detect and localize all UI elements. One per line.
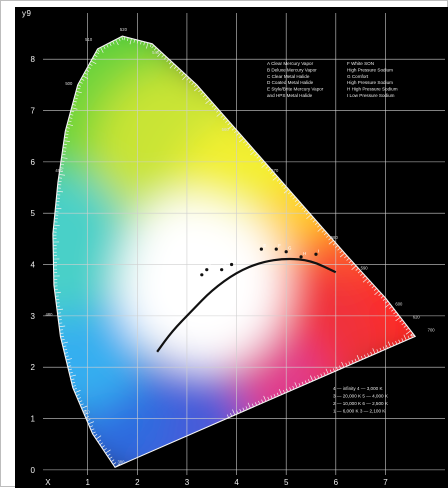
- x-tick-label: X: [45, 478, 51, 487]
- x-tick-label: 2: [135, 478, 140, 487]
- lamp-point-label: I: [318, 248, 319, 253]
- wavelength-label: 580: [331, 235, 339, 240]
- wavelength-label: 480: [45, 312, 53, 317]
- lamp-point-label: E: [263, 243, 266, 248]
- temperature-key: 4 — infinity 4 — 3,000 K 3 — 20,000 K 5 —…: [333, 386, 389, 414]
- y-tick-label: 6: [31, 158, 36, 167]
- x-tick-label: 7: [383, 478, 388, 487]
- x-tick-label: 4: [234, 478, 239, 487]
- wavelength-label: 590: [361, 266, 369, 271]
- temperature-key-entry: 2 — 10,000 K 6 — 2,500 K: [333, 401, 389, 406]
- legend-entry: G Comfort: [347, 74, 369, 79]
- x-tick-label: 6: [334, 478, 339, 487]
- x-tick-label: 1: [85, 478, 90, 487]
- legend-entry: E Style/Brite Mercury Vapor: [267, 87, 324, 92]
- chromaticity-chart: 3804604804905005105205405605705805906006…: [15, 7, 448, 488]
- legend-entry: H High Pressure Sodium: [347, 87, 398, 92]
- x-axis-ticks: X 1 2 3 4 5 6 7: [45, 478, 388, 487]
- y-tick-label: 8: [31, 55, 36, 64]
- y-tick-label: 4: [31, 261, 36, 270]
- wavelength-label: 490: [55, 168, 63, 173]
- legend-entry: C Clear Metal Halide: [267, 74, 310, 79]
- lamp-point-label: H: [303, 251, 306, 256]
- temperature-key-entry: 3 — 20,000 K 5 — 4,000 K: [333, 394, 389, 399]
- y-tick-label: 0: [31, 466, 36, 475]
- y-tick-label: 9: [27, 9, 32, 18]
- wavelength-label: 560: [222, 127, 230, 132]
- lamp-point-label: B: [209, 264, 212, 269]
- y-tick-label: 1: [31, 415, 36, 424]
- x-tick-label: 3: [185, 478, 190, 487]
- temperature-key-entry: 1 — 6,000 K 3 — 2,100 K: [333, 409, 386, 414]
- lamp-point-label: D: [234, 259, 237, 264]
- legend-entry: B Deluxe Mercury Vapor: [267, 67, 317, 72]
- y-tick-label: 7: [31, 107, 36, 116]
- wavelength-label: 600: [395, 302, 403, 307]
- wavelength-label: 520: [120, 27, 128, 32]
- wavelength-label: 620: [413, 314, 421, 319]
- wavelength-label: 510: [85, 37, 93, 42]
- y-axis-label: y: [22, 9, 26, 18]
- y-tick-label: 5: [31, 209, 36, 218]
- legend-entry: and HPS Metal Halide: [267, 93, 313, 98]
- temperature-key-entry: 4 — infinity 4 — 3,000 K: [333, 386, 383, 391]
- legend-entry: D Coated Metal Halide: [267, 80, 314, 85]
- legend-entry: I Low Pressure Sodium: [347, 93, 395, 98]
- y-axis-ticks: 0 1 2 3 4 5 6 7 8 9: [27, 9, 36, 475]
- wavelength-label: 460: [83, 409, 91, 414]
- lamp-point-label: C: [224, 264, 227, 269]
- legend-entry: High Pressure Sodium: [347, 67, 393, 72]
- y-tick-label: 3: [31, 312, 36, 321]
- wavelength-label: 540: [152, 50, 160, 55]
- wavelength-label: 380: [117, 460, 125, 465]
- y-tick-label: 2: [31, 363, 36, 372]
- lamp-point-label: F: [278, 243, 281, 248]
- legend-entry: High Pressure Sodium: [347, 80, 393, 85]
- wavelength-label: 500: [65, 81, 73, 86]
- lamp-point-label: G: [288, 246, 291, 251]
- legend-entry: A Clear Mercury Vapor: [267, 61, 314, 66]
- x-tick-label: 5: [284, 478, 289, 487]
- wavelength-label: 570: [271, 168, 279, 173]
- legend-entry: F White SON: [347, 61, 374, 66]
- wavelength-label: 700: [428, 327, 436, 332]
